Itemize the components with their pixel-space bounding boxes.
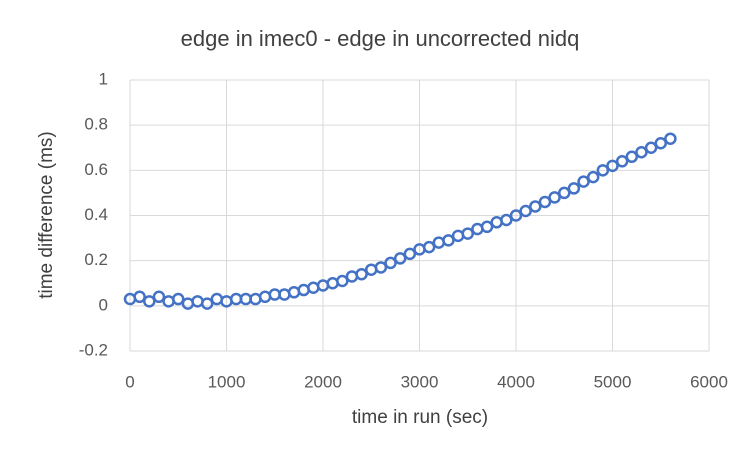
data-point bbox=[336, 274, 349, 288]
data-point bbox=[471, 222, 484, 236]
data-point bbox=[567, 182, 581, 195]
x-tick-label: 5000 bbox=[594, 372, 632, 391]
y-tick-label: 0.2 bbox=[84, 250, 108, 269]
data-point bbox=[606, 159, 619, 173]
data-point bbox=[297, 283, 310, 297]
data-point bbox=[442, 234, 455, 247]
data-point bbox=[519, 204, 532, 218]
data-point bbox=[172, 292, 185, 306]
data-point bbox=[143, 295, 156, 308]
data-point bbox=[365, 263, 378, 276]
x-tick-label: 6000 bbox=[690, 372, 728, 391]
data-point bbox=[393, 252, 407, 265]
data-point bbox=[374, 261, 388, 274]
data-point bbox=[210, 292, 224, 306]
data-point bbox=[635, 146, 648, 159]
y-tick-label: 0.6 bbox=[84, 160, 108, 179]
y-axis-label: time difference (ms) bbox=[36, 131, 57, 299]
data-point bbox=[538, 195, 552, 209]
data-point bbox=[615, 155, 629, 168]
data-point bbox=[451, 229, 465, 243]
data-point bbox=[577, 175, 590, 188]
data-point bbox=[345, 270, 359, 283]
x-tick-label: 4000 bbox=[497, 372, 535, 391]
data-point bbox=[326, 277, 339, 290]
data-point bbox=[644, 141, 658, 154]
data-point bbox=[403, 247, 417, 261]
x-axis-label: time in run (sec) bbox=[352, 407, 488, 428]
data-point bbox=[490, 216, 503, 229]
data-point bbox=[596, 164, 610, 177]
y-tick-label: 0.4 bbox=[84, 205, 108, 224]
data-point bbox=[500, 213, 513, 227]
data-point bbox=[422, 240, 436, 254]
x-tick-label: 1000 bbox=[208, 372, 246, 391]
y-tick-label: -0.2 bbox=[79, 340, 108, 359]
data-point bbox=[461, 227, 474, 240]
y-tick-label: 0 bbox=[99, 295, 108, 314]
data-point bbox=[654, 136, 667, 150]
data-point bbox=[133, 290, 146, 304]
data-point bbox=[384, 256, 397, 270]
y-tick-label: 0.8 bbox=[84, 115, 108, 134]
data-point bbox=[181, 297, 195, 310]
data-point bbox=[152, 290, 166, 304]
data-point bbox=[625, 150, 639, 164]
data-point bbox=[558, 186, 571, 200]
x-tick-label: 3000 bbox=[401, 372, 439, 391]
data-point bbox=[586, 170, 600, 184]
chart-title: edge in imec0 - edge in uncorrected nidq bbox=[181, 26, 580, 51]
data-point bbox=[509, 209, 523, 222]
data-point bbox=[307, 281, 320, 295]
data-point bbox=[258, 290, 272, 304]
data-point bbox=[287, 286, 301, 299]
data-point bbox=[548, 191, 561, 204]
y-tick-label: 1 bbox=[99, 69, 108, 88]
data-point bbox=[355, 267, 368, 281]
x-tick-label: 2000 bbox=[304, 372, 342, 391]
data-point bbox=[162, 295, 175, 308]
data-point bbox=[432, 236, 446, 249]
data-point bbox=[529, 200, 542, 213]
data-point bbox=[191, 295, 204, 308]
data-point bbox=[664, 132, 677, 145]
x-tick-label: 0 bbox=[125, 372, 134, 391]
data-point bbox=[200, 297, 214, 310]
data-point bbox=[480, 220, 494, 234]
